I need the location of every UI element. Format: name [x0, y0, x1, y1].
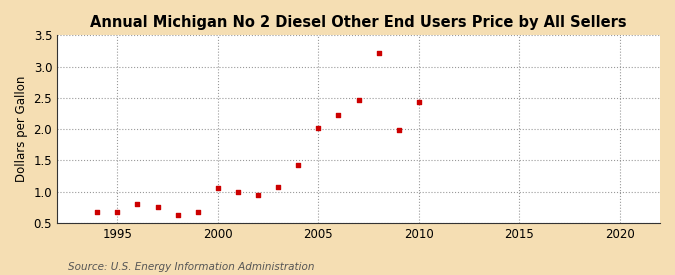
Point [132, 202, 143, 206]
Point [273, 185, 284, 189]
Text: Source: U.S. Energy Information Administration: Source: U.S. Energy Information Administ… [68, 262, 314, 272]
Point [373, 51, 384, 55]
Point [172, 213, 183, 218]
Point [92, 210, 103, 214]
Point [232, 189, 243, 194]
Point [152, 204, 163, 209]
Point [353, 98, 364, 102]
Y-axis label: Dollars per Gallon: Dollars per Gallon [15, 76, 28, 182]
Point [293, 163, 304, 167]
Point [192, 210, 203, 214]
Point [252, 192, 263, 197]
Point [213, 186, 223, 190]
Point [313, 126, 324, 131]
Point [413, 100, 424, 104]
Point [333, 113, 344, 117]
Point [112, 210, 123, 214]
Point [394, 128, 404, 133]
Title: Annual Michigan No 2 Diesel Other End Users Price by All Sellers: Annual Michigan No 2 Diesel Other End Us… [90, 15, 627, 30]
